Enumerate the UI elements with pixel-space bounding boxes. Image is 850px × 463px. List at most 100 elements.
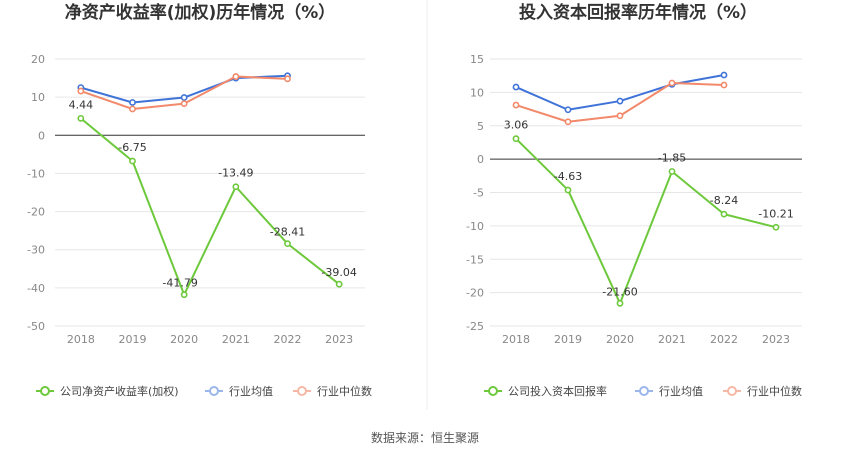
y-tick-label: -5	[473, 187, 484, 200]
y-tick-label: -20	[466, 287, 484, 300]
legend-label: 行业均值	[229, 385, 273, 398]
legend-label: 公司投入资本回报率	[508, 384, 607, 398]
x-tick-label: 2023	[762, 333, 790, 346]
x-tick-label: 2020	[606, 333, 634, 346]
data-label: -13.49	[218, 167, 253, 180]
data-point	[772, 223, 780, 231]
y-tick-label: -15	[466, 253, 484, 266]
data-point	[232, 73, 240, 80]
data-point	[616, 97, 624, 105]
legend-label: 行业中位数	[317, 384, 372, 398]
y-tick-label: 5	[477, 120, 484, 133]
data-point	[284, 240, 291, 248]
data-point	[129, 105, 136, 113]
y-tick-label: -20	[27, 206, 45, 219]
data-label: -41.79	[162, 277, 197, 290]
data-point	[564, 106, 572, 114]
data-point	[512, 135, 520, 143]
x-tick-label: 2019	[119, 333, 147, 346]
legend-swatch-marker	[727, 386, 737, 396]
legend-label: 行业中位数	[747, 384, 802, 398]
data-point	[720, 81, 728, 89]
x-tick-label: 2019	[554, 333, 582, 346]
x-tick-label: 2021	[658, 333, 686, 346]
legend-item-industry_avg: 行业均值	[635, 385, 703, 398]
legend-swatch-marker	[488, 386, 498, 396]
chart-2: 投入资本回报率历年情况（%） 15 10 5 0 -5 -10 -15 -20 -25 2018 20…	[466, 2, 802, 398]
legend-label: 行业均值	[659, 385, 703, 398]
data-point	[668, 79, 676, 87]
x-tick-label: 2022	[274, 333, 302, 346]
chart-title: 净资产收益率(加权)历年情况（%）	[65, 2, 336, 23]
legend-item-industry_avg: 行业均值	[205, 385, 273, 398]
series-industry_median	[77, 73, 291, 113]
data-point	[512, 101, 520, 109]
data-label: -28.41	[270, 226, 305, 239]
legend-swatch-marker	[209, 386, 219, 396]
legend-label: 公司净资产收益率(加权)	[60, 384, 179, 398]
data-point	[564, 118, 572, 126]
data-point	[284, 75, 291, 83]
data-point	[335, 280, 343, 288]
x-tick-label: 2021	[222, 333, 250, 346]
data-point	[720, 210, 728, 218]
series-company	[77, 114, 343, 299]
y-tick-label: -25	[466, 320, 484, 333]
x-tick-label: 2020	[170, 333, 198, 346]
data-point	[129, 99, 136, 106]
data-point	[616, 112, 624, 120]
x-tick-label: 2018	[67, 333, 95, 346]
data-point	[77, 114, 85, 122]
chart-1: 净资产收益率(加权)历年情况（%） 20 10 0 -10 -20 -30 -40 -50 201…	[27, 2, 372, 398]
y-tick-label: -10	[27, 167, 45, 180]
y-tick-label: -30	[27, 244, 45, 257]
x-tick-label: 2022	[710, 333, 738, 346]
x-tick-label: 2023	[325, 333, 353, 346]
data-point	[232, 183, 240, 191]
x-tick-label: 2018	[502, 333, 530, 346]
data-point	[180, 100, 188, 108]
data-label: -21.60	[602, 285, 637, 298]
legend-swatch-marker	[297, 386, 307, 396]
y-tick-label: -10	[466, 220, 484, 233]
legend-item-industry_median: 行业中位数	[723, 384, 802, 398]
data-point	[616, 299, 624, 307]
series-industry_median	[512, 79, 728, 126]
series-line-company	[80, 117, 340, 296]
y-tick-label: -50	[27, 320, 45, 333]
legend-item-company: 公司净资产收益率(加权)	[36, 384, 179, 398]
y-tick-label: -40	[27, 282, 45, 295]
y-tick-label: 15	[470, 53, 484, 66]
data-point	[129, 157, 136, 165]
source-label: 数据来源：恒生聚源	[371, 430, 479, 445]
data-point	[512, 83, 520, 91]
data-point	[180, 291, 188, 299]
y-tick-label: 10	[470, 86, 484, 99]
chart-title: 投入资本回报率历年情况（%）	[519, 2, 757, 23]
y-tick-label: 20	[31, 53, 45, 66]
legend-item-industry_median: 行业中位数	[293, 384, 372, 398]
data-label: -4.63	[554, 170, 582, 183]
data-point	[77, 87, 85, 95]
data-point	[720, 71, 728, 79]
data-label: -8.24	[710, 194, 738, 207]
data-label: -1.85	[658, 151, 686, 164]
data-point	[180, 94, 188, 101]
y-tick-label: 10	[31, 91, 45, 104]
y-tick-label: 0	[477, 153, 484, 166]
legend-swatch-marker	[639, 386, 649, 396]
legend-item-company: 公司投入资本回报率	[484, 384, 607, 398]
data-label: 3.06	[504, 119, 529, 132]
data-label: -10.21	[758, 207, 793, 220]
data-label: 4.44	[69, 98, 94, 111]
data-point	[564, 186, 572, 194]
series-line-company	[515, 137, 777, 305]
series-company	[512, 135, 780, 307]
y-tick-label: 0	[38, 129, 45, 142]
legend-swatch-marker	[40, 386, 50, 396]
data-point	[668, 168, 676, 175]
data-label: -39.04	[321, 266, 356, 279]
data-label: -6.75	[118, 141, 146, 154]
